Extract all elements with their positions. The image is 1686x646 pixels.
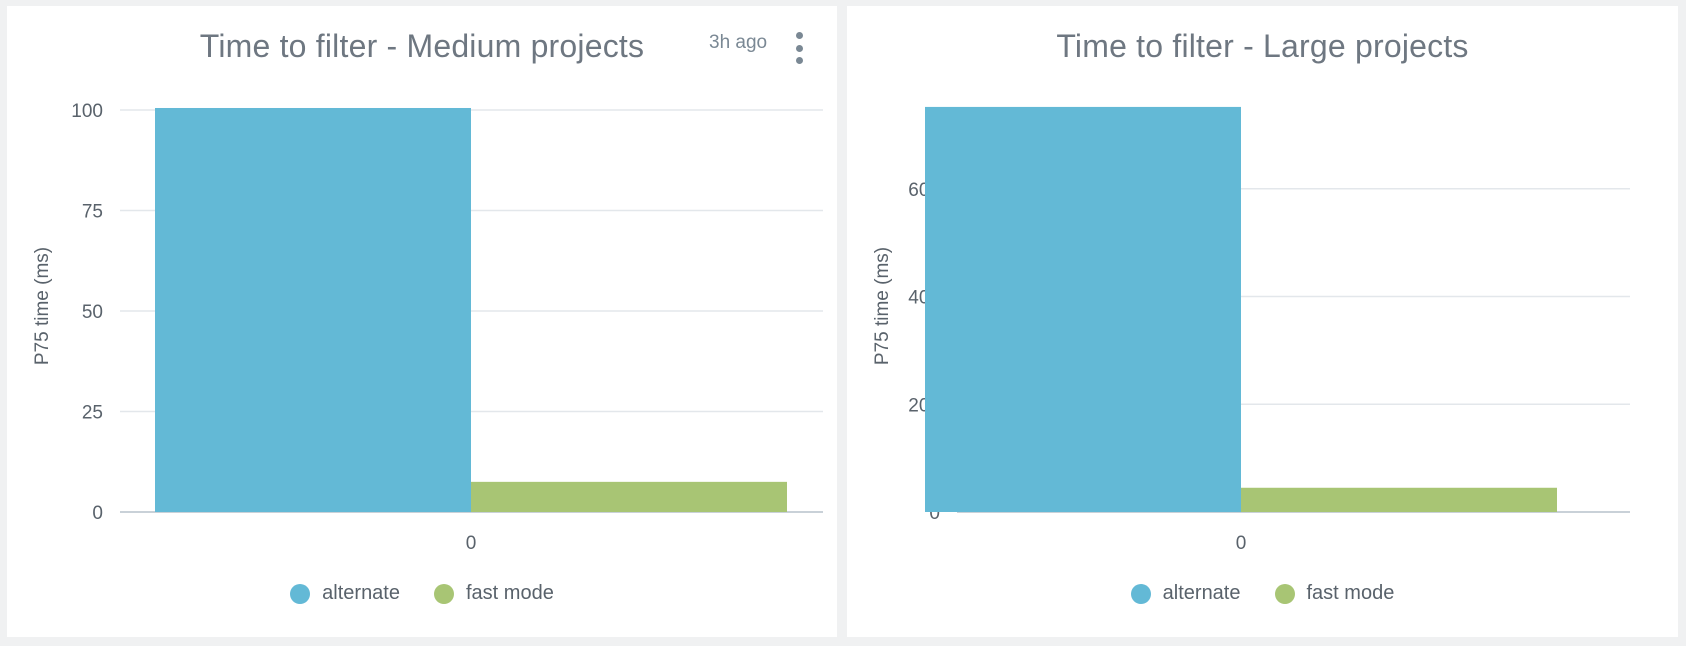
legend-label: alternate	[322, 582, 400, 604]
legend-item-alternate[interactable]: alternate	[1130, 582, 1241, 605]
last-updated-label: 3h ago	[709, 32, 768, 53]
chart-legend: alternate fast mode	[847, 582, 1678, 605]
y-tick-label: 25	[82, 403, 103, 424]
y-tick-label: 0	[92, 503, 103, 524]
x-tick-label: 0	[466, 533, 477, 554]
chart-legend: alternate fast mode	[7, 582, 837, 605]
y-axis-label: P75 time (ms)	[872, 247, 893, 365]
x-tick-label: 0	[1236, 533, 1247, 554]
chart-panel-medium: Time to filter - Medium projects 3h ago …	[7, 6, 837, 637]
chart-title: Time to filter - Medium projects	[199, 28, 645, 64]
legend-label: fast mode	[466, 582, 554, 604]
legend-label: fast mode	[1306, 582, 1395, 604]
legend-item-fast-mode[interactable]: fast mode	[434, 582, 554, 605]
bar-alternate	[155, 107, 471, 513]
legend-swatch-alternate	[290, 583, 311, 604]
legend-item-alternate[interactable]: alternate	[290, 582, 400, 605]
y-axis-label: P75 time (ms)	[32, 247, 53, 365]
legend-swatch-alternate	[1130, 583, 1151, 604]
y-tick-label: 75	[82, 202, 103, 223]
bar-fast-mode	[1241, 487, 1557, 512]
y-tick-label: 50	[82, 302, 103, 323]
y-tick-label: 100	[71, 101, 103, 122]
legend-item-fast-mode[interactable]: fast mode	[1274, 582, 1395, 605]
bar-alternate	[925, 106, 1241, 512]
bar-chart-medium: 0 25 50 75 100 0 P75 time (ms)	[32, 101, 823, 554]
legend-label: alternate	[1162, 582, 1241, 604]
more-options-icon[interactable]	[792, 32, 806, 64]
legend-swatch-fast-mode	[434, 583, 454, 604]
chart-panel-large: Time to filter - Large projects 0 200 400 6…	[847, 6, 1678, 637]
legend-swatch-fast-mode	[1274, 583, 1295, 604]
bar-fast-mode	[471, 481, 787, 512]
y-tick-label: 0	[929, 503, 940, 524]
chart-title: Time to filter - Large projects	[1056, 28, 1469, 64]
